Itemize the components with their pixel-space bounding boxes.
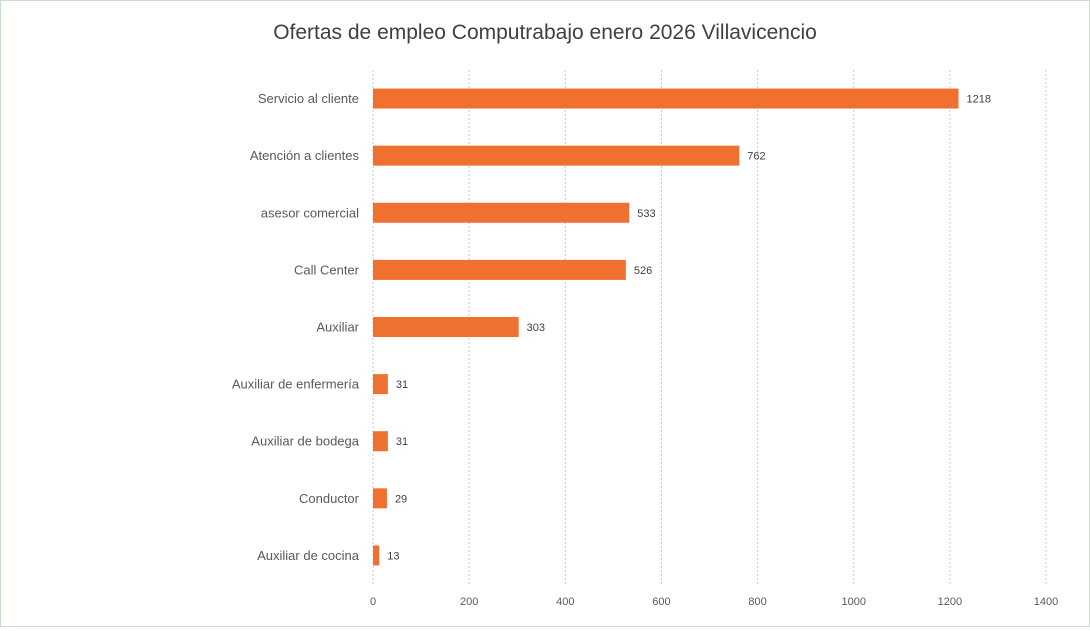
category-label: Auxiliar de bodega: [251, 434, 359, 449]
category-label: Servicio al cliente: [258, 91, 359, 106]
category-label: Conductor: [299, 491, 360, 506]
category-label: Auxiliar: [316, 320, 359, 335]
data-label: 1218: [967, 94, 991, 106]
category-label: Call Center: [294, 262, 360, 277]
bar: [373, 88, 959, 109]
category-label: Auxiliar de enfermería: [232, 377, 360, 392]
category-label: Atención a clientes: [250, 148, 360, 163]
bar: [373, 374, 388, 395]
bar: [373, 317, 519, 337]
x-tick-label: 200: [460, 596, 478, 608]
x-tick-label: 1400: [1034, 596, 1058, 608]
bar: [373, 145, 740, 166]
x-tick-label: 600: [652, 596, 670, 608]
bar: [373, 431, 388, 452]
x-tick-label: 1200: [938, 596, 962, 608]
x-tick-label: 0: [370, 596, 376, 608]
bar: [373, 488, 387, 509]
x-tick-label: 1000: [841, 596, 865, 608]
data-label: 533: [637, 208, 655, 220]
data-label: 31: [396, 379, 408, 391]
category-label: asesor comercial: [261, 205, 359, 220]
x-tick-label: 400: [556, 596, 574, 608]
data-label: 13: [387, 550, 399, 562]
bar: [373, 545, 380, 566]
x-tick-label: 800: [748, 596, 766, 608]
bar: [373, 259, 626, 280]
data-label: 31: [396, 436, 408, 448]
data-label: 526: [634, 265, 652, 277]
chart-title: Ofertas de empleo Computrabajo enero 202…: [273, 21, 817, 44]
data-label: 29: [395, 493, 407, 505]
bar: [373, 202, 630, 223]
data-label: 303: [527, 322, 545, 334]
data-label: 762: [747, 151, 765, 163]
category-label: Auxiliar de cocina: [257, 548, 360, 563]
